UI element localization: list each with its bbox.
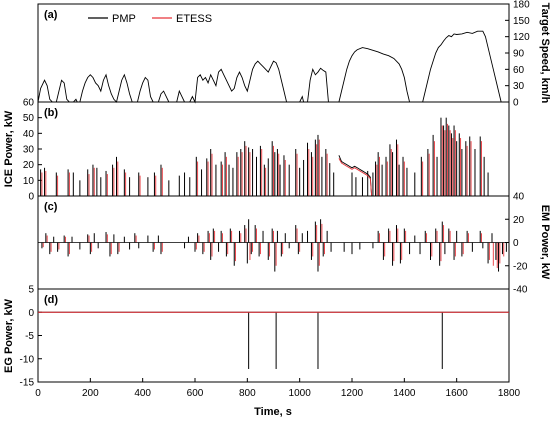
panel-a-ytick-label: 90 [513,49,525,60]
panel-d: (d) -15 -10 -5 0 5 EG Power, kW [3,285,510,389]
panel-d-ytick-label: -15 [20,378,35,389]
panel-c-ytick-label: 0 [513,238,519,249]
panel-b-ytick-label: 50 [23,113,35,124]
panel-a-ticks: 0 30 60 90 120 150 180 [505,0,530,109]
panel-b-ytick-label: 40 [23,129,35,140]
panel-d-series [38,311,509,369]
x-tick-label: 600 [187,388,204,399]
x-axis-label: Time, s [254,406,292,418]
x-tick-label: 1800 [498,388,521,399]
x-tick-label: 1200 [341,388,364,399]
panel-d-ytick-label: -10 [20,354,35,365]
panel-d-ticks: -15 -10 -5 0 5 [20,285,42,389]
x-tick-label: 1600 [446,388,469,399]
panel-a-ytick-label: 150 [513,16,530,27]
x-tick-label: 1000 [289,388,312,399]
panel-d-ytick-label: 5 [28,285,34,296]
legend: PMP ETESS [88,13,212,25]
panel-d-tag: (d) [44,294,58,306]
panel-c-tag: (c) [44,201,58,213]
panel-b-ylabel: ICE Power, kW [3,110,15,187]
series-etess-segment [338,158,373,197]
panel-d-ytick-label: -5 [25,331,34,342]
panel-a-ytick-label: 60 [513,65,525,76]
panel-a-ytick-label: 0 [513,98,519,109]
panel-b: (b) 0 10 20 30 40 50 60 ICE Power, kW [3,98,510,203]
panel-d-ytick-label: 0 [28,308,34,319]
panel-c-ylabel: EM Power, kW [539,205,550,280]
x-axis-ticks: 0 200 400 600 800 1000 1200 1400 1600 1800 [35,378,521,399]
panel-b-ytick-label: 0 [28,192,34,203]
panel-b-series [38,117,509,197]
panel-b-ytick-label: 30 [23,145,35,156]
panel-b-ytick-label: 60 [23,98,35,109]
panel-b-ytick-label: 10 [23,176,35,187]
panel-c-series [38,219,509,272]
panel-a-ytick-label: 120 [513,32,530,43]
panel-a-tag: (a) [44,9,58,21]
panel-a-ytick-label: 30 [513,81,525,92]
x-tick-label: 0 [35,388,41,399]
x-tick-label: 200 [82,388,99,399]
x-tick-label: 400 [134,388,151,399]
legend-etess-label: ETESS [176,13,212,25]
series-target-speed-line [37,30,509,104]
panel-c-ytick-label: 40 [513,192,525,203]
panel-c-ytick-label: -40 [513,285,528,296]
panel-c-ytick-label: 20 [513,215,525,226]
x-tick-label: 1400 [393,388,416,399]
panel-a-ytick-label: 180 [513,0,530,11]
panel-b-ytick-label: 20 [23,160,35,171]
x-tick-label: 800 [239,388,256,399]
panel-b-tag: (b) [44,107,58,119]
panel-a-ylabel: Target Speed, km/h [539,3,550,104]
series-pmp-segment [338,155,373,197]
legend-pmp-label: PMP [112,13,136,25]
panel-c-ytick-label: -20 [513,261,528,272]
panel-d-ylabel: EG Power, kW [3,298,15,373]
panel-a-series [37,30,509,104]
